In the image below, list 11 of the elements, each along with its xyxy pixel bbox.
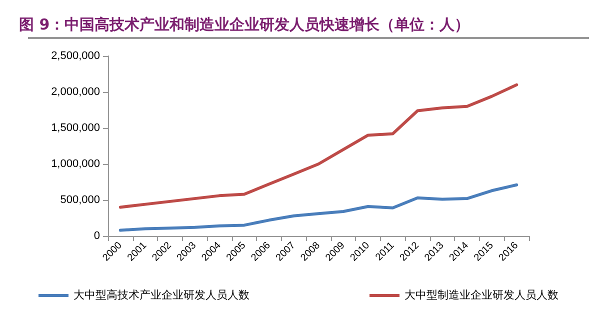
- y-tick-label: 2,500,000: [51, 50, 100, 62]
- y-tick-label: 1,000,000: [51, 158, 100, 170]
- y-tick-label: 1,500,000: [51, 122, 100, 134]
- legend-label: 大中型制造业企业研发人员人数: [404, 288, 558, 302]
- chart-title: 图 9：中国高技术产业和制造业企业研发人员快速增长（单位：人）: [19, 16, 470, 34]
- y-tick-label: 500,000: [60, 194, 100, 206]
- line-series: [118, 83, 518, 209]
- line-series: [118, 183, 518, 232]
- legend-label: 大中型高技术产业企业研发人员人数: [74, 288, 250, 302]
- y-tick-label: 0: [94, 230, 100, 242]
- y-tick-label: 2,000,000: [51, 86, 100, 98]
